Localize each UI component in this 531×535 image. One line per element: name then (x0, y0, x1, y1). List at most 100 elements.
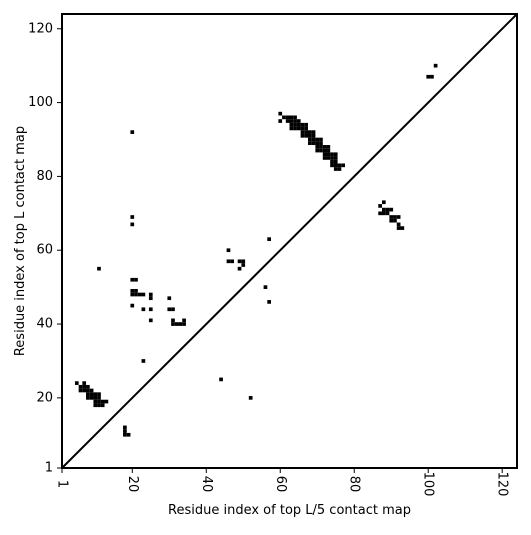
y-tick-label: 1 (45, 461, 53, 476)
x-axis-label: Residue index of top L/5 contact map (168, 503, 411, 518)
contact-cell (219, 377, 223, 382)
contact-cell (396, 226, 401, 230)
contact-cell (237, 259, 242, 264)
contact-cell (322, 148, 327, 153)
contact-cell (97, 403, 101, 408)
contact-cell (319, 141, 323, 146)
contact-cell (171, 307, 175, 312)
contact-cell (82, 381, 87, 385)
contact-cell (267, 237, 271, 241)
contact-cell (378, 211, 382, 216)
contact-cell (289, 122, 294, 127)
contact-cell (308, 133, 312, 138)
contact-cell (86, 384, 90, 389)
contact-cell (148, 307, 153, 312)
contact-cell (426, 74, 431, 79)
contact-cell (248, 396, 253, 400)
contact-cell (326, 145, 331, 149)
contact-cell (333, 159, 338, 164)
x-tick-label: 100 (421, 472, 436, 497)
contact-cell (378, 204, 382, 208)
y-tick-label: 100 (28, 95, 53, 110)
contact-cell (385, 211, 390, 216)
contact-cell (278, 111, 283, 116)
contact-cell (293, 122, 297, 127)
contact-cell (315, 148, 320, 153)
contact-cell (130, 215, 135, 219)
plot-frame (61, 13, 518, 469)
contact-cell (300, 133, 305, 138)
contact-cell (171, 318, 175, 323)
contact-cell (322, 145, 327, 149)
contact-cell (130, 222, 135, 227)
contact-cell (433, 63, 438, 68)
diagonal-line (61, 13, 518, 469)
contact-cell (396, 215, 401, 219)
contact-cell (285, 115, 290, 120)
contact-cell (385, 207, 390, 212)
contact-cell (311, 130, 316, 134)
contact-cell (93, 399, 98, 404)
contact-cell (130, 130, 135, 134)
contact-cell (304, 122, 308, 127)
contact-cell (167, 296, 172, 301)
contact-cell (381, 211, 386, 216)
contact-cell (319, 145, 323, 149)
contact-cell (123, 432, 127, 437)
contact-cell (330, 156, 334, 160)
contact-cell (319, 137, 323, 142)
contact-cell (230, 259, 235, 264)
contact-cell (308, 141, 312, 146)
contact-cell (296, 119, 301, 123)
contact-cell (322, 152, 327, 157)
contact-cell (241, 263, 246, 267)
y-tick-label: 80 (36, 169, 53, 184)
contact-cell (97, 266, 101, 271)
contact-cell (315, 137, 320, 142)
contact-cell (330, 159, 334, 164)
contact-cell (315, 141, 320, 146)
contact-cell (141, 359, 146, 363)
contact-cell (182, 318, 186, 323)
contact-cell (89, 392, 94, 397)
contact-cell (400, 226, 405, 230)
contact-cell (89, 396, 94, 400)
contact-cell (86, 388, 90, 393)
contact-cell (148, 292, 153, 297)
contact-cell (141, 307, 146, 312)
contact-cell (93, 403, 98, 408)
contact-cell (322, 156, 327, 160)
contact-cell (178, 322, 183, 326)
contact-cell (74, 381, 79, 385)
contact-cell (278, 119, 283, 123)
contact-cell (78, 384, 83, 389)
contact-cell (171, 322, 175, 326)
x-tick-label: 120 (495, 472, 510, 497)
contact-cell (311, 133, 316, 138)
contact-cell (282, 115, 286, 120)
y-tick-label: 20 (36, 390, 53, 405)
contact-cell (289, 119, 294, 123)
contact-cell (86, 396, 90, 400)
contact-cell (308, 130, 312, 134)
contact-cell (389, 207, 394, 212)
x-tick-label: 60 (273, 476, 288, 493)
contact-cell (93, 396, 98, 400)
contact-cell (326, 152, 331, 157)
contact-cell (293, 119, 297, 123)
contact-cell (341, 163, 345, 168)
contact-cell (333, 152, 338, 157)
contact-cell (389, 218, 394, 223)
contact-cell (148, 318, 153, 323)
contact-cell (104, 399, 109, 404)
contact-cell (319, 148, 323, 153)
contact-cell (86, 392, 90, 397)
contact-cell (82, 384, 87, 389)
contact-cell (130, 303, 135, 308)
contact-cell (226, 248, 231, 253)
y-axis-label: Residue index of top L contact map (13, 126, 28, 356)
contact-cell (393, 218, 397, 223)
contact-cell (137, 292, 142, 297)
